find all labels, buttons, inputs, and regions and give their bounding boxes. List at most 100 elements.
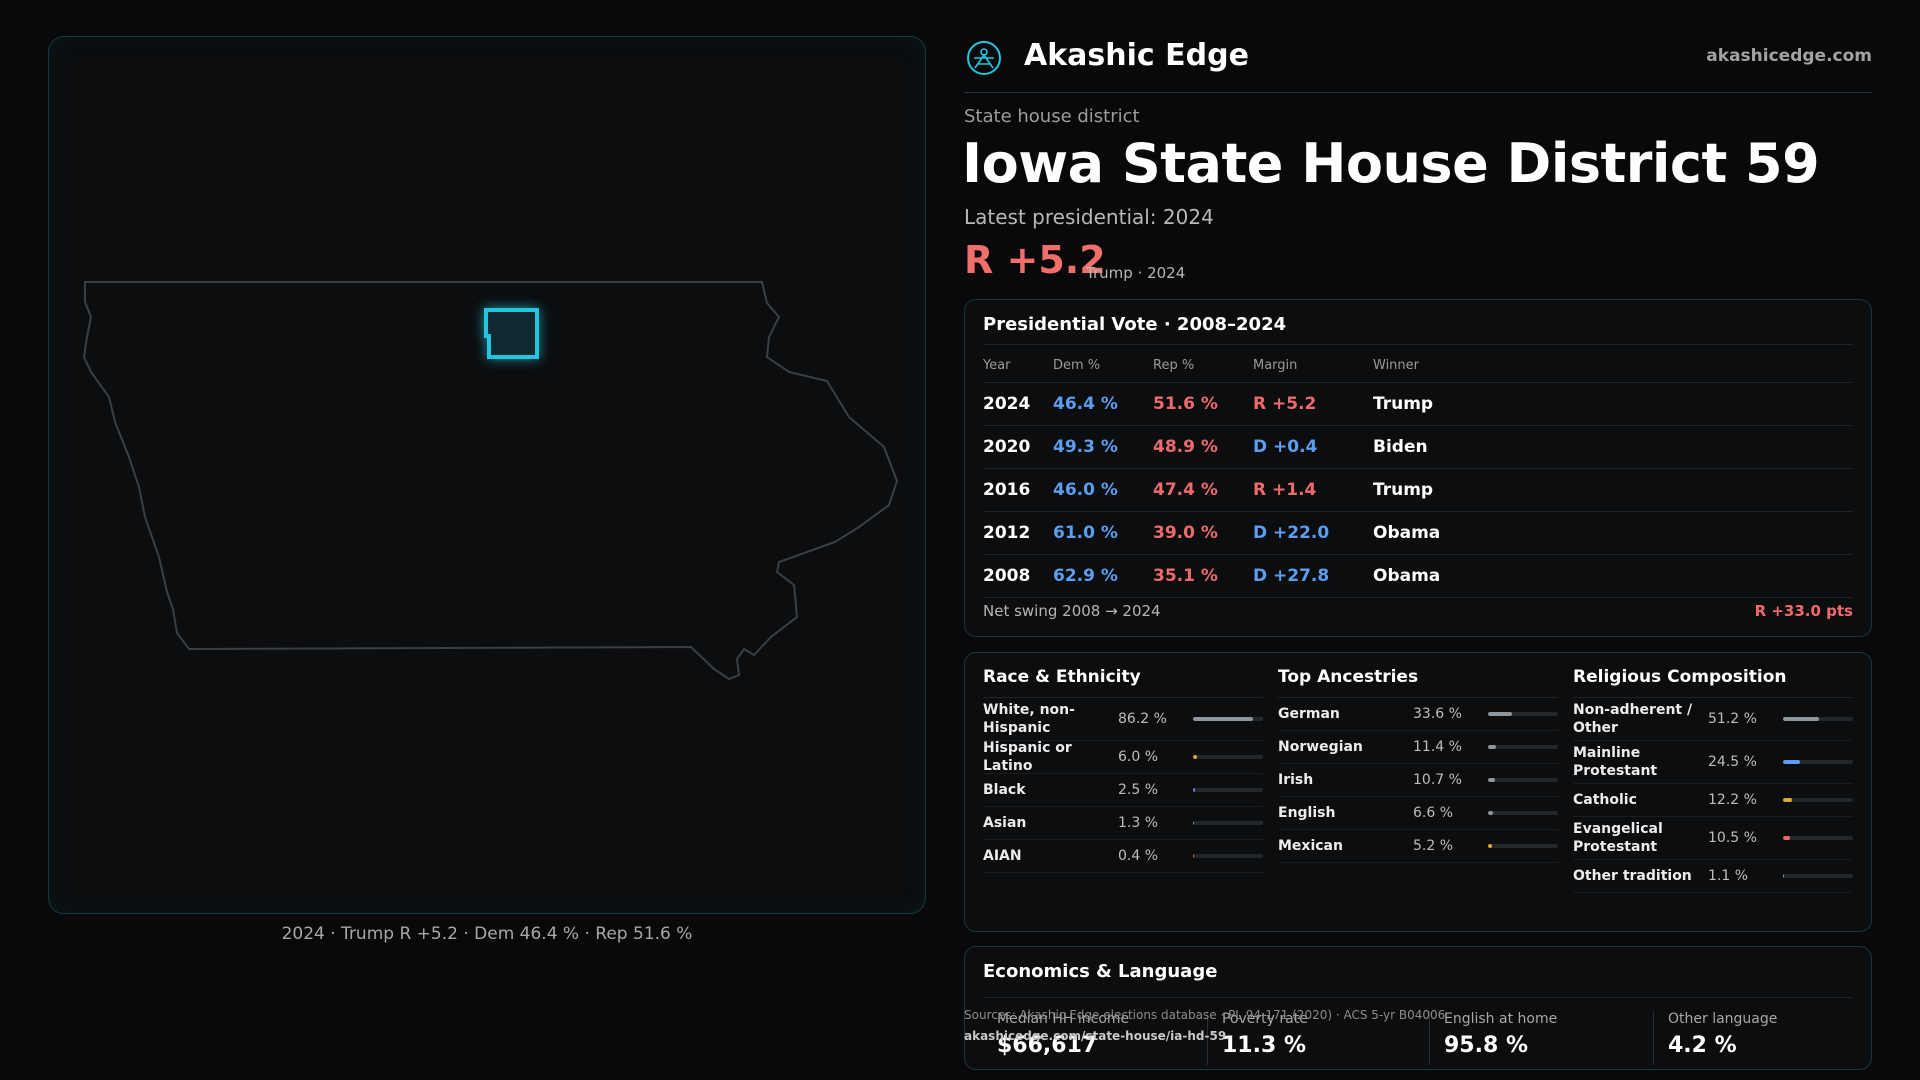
percent-bar: [1193, 717, 1263, 721]
percent-bar: [1488, 745, 1558, 749]
percent-bar: [1193, 755, 1263, 759]
cell-winner: Trump: [1373, 480, 1434, 500]
stat-poverty-rate: Poverty rate 11.3 %: [1207, 1011, 1432, 1065]
presidential-vote-table: Year Dem % Rep % Margin Winner 2024 46.4…: [983, 350, 1853, 598]
column-header-winner: Winner: [1373, 358, 1420, 373]
list-item: German 33.6 %: [1278, 698, 1558, 731]
cell-year: 2024: [983, 394, 1031, 414]
race-ethnicity-list: White, non-Hispanic 86.2 % Hispanic or Lat…: [983, 698, 1263, 873]
item-label: Other tradition: [1573, 868, 1692, 884]
item-value: 10.5 %: [1708, 830, 1757, 846]
latest-margin: R +5.2: [964, 238, 1106, 282]
item-value: 5.2 %: [1413, 838, 1454, 854]
column-header-margin: Margin: [1253, 358, 1298, 373]
percent-bar-fill: [1193, 821, 1195, 825]
cell-dem-pct: 46.4 %: [1053, 394, 1118, 414]
list-item: White, non-Hispanic 86.2 %: [983, 698, 1263, 741]
item-value: 86.2 %: [1118, 711, 1167, 727]
list-item: AIAN 0.4 %: [983, 840, 1263, 873]
list-item: Asian 1.3 %: [983, 807, 1263, 840]
brand-url-link[interactable]: akashicedge.com: [1706, 46, 1872, 66]
percent-bar: [1193, 854, 1263, 858]
item-value: 12.2 %: [1708, 792, 1757, 808]
percent-bar-fill: [1488, 745, 1496, 749]
percent-bar: [1783, 874, 1853, 878]
stat-label: English at home: [1444, 1011, 1558, 1027]
percent-bar: [1488, 712, 1558, 716]
cell-winner: Biden: [1373, 437, 1428, 457]
cell-rep-pct: 48.9 %: [1153, 437, 1218, 457]
iowa-outline: [82, 281, 899, 681]
cell-margin: R +1.4: [1253, 480, 1317, 500]
item-label: Irish: [1278, 772, 1314, 788]
stat-value: $66,617: [997, 1033, 1098, 1058]
percent-bar: [1783, 717, 1853, 721]
percent-bar: [1193, 821, 1263, 825]
cell-dem-pct: 49.3 %: [1053, 437, 1118, 457]
cell-dem-pct: 61.0 %: [1053, 523, 1118, 543]
percent-bar-fill: [1783, 717, 1819, 721]
percent-bar-fill: [1488, 712, 1512, 716]
brand-name[interactable]: Akashic Edge: [1024, 38, 1249, 73]
item-value: 33.6 %: [1413, 706, 1462, 722]
table-row: 2012 61.0 % 39.0 % D +22.0 Obama: [983, 512, 1853, 555]
religion-section: Religious Composition Non-adherent / Oth…: [1573, 667, 1853, 893]
stat-value: 4.2 %: [1668, 1033, 1737, 1058]
list-item: Mainline Protestant 24.5 %: [1573, 741, 1853, 784]
stat-label: Poverty rate: [1222, 1011, 1308, 1027]
economics-title: Economics & Language: [983, 961, 1218, 982]
percent-bar-fill: [1193, 788, 1195, 792]
sources-footer: Sources: Akashic Edge elections database…: [964, 1005, 1445, 1047]
item-value: 1.1 %: [1708, 868, 1749, 884]
stat-median-income: Median HH income $66,617: [997, 1011, 1207, 1058]
ancestries-list: German 33.6 % Norwegian 11.4 % Irish 10.7 % En…: [1278, 698, 1558, 863]
item-label: Mainline Protestant: [1573, 745, 1658, 779]
column-header-year: Year: [983, 358, 1011, 373]
map-caption: 2024 · Trump R +5.2 · Dem 46.4 % · Rep 5…: [281, 924, 693, 944]
presidential-vote-card: Presidential Vote · 2008–2024 Year Dem %…: [964, 299, 1872, 637]
divider: [1278, 697, 1558, 698]
app-header: Akashic Edge akashicedge.com: [964, 30, 1872, 93]
cell-year: 2020: [983, 437, 1031, 457]
item-label: Hispanic or Latino: [983, 740, 1072, 774]
item-value: 2.5 %: [1118, 782, 1159, 798]
divider: [983, 344, 1853, 345]
district-type-kicker: State house district: [964, 106, 1140, 127]
item-value: 24.5 %: [1708, 754, 1757, 770]
percent-bar: [1783, 836, 1853, 840]
item-value: 6.0 %: [1118, 749, 1159, 765]
percent-bar: [1193, 788, 1263, 792]
latest-margin-subtitle: Trump · 2024: [1086, 264, 1186, 282]
list-item: Mexican 5.2 %: [1278, 830, 1558, 863]
cell-margin: D +22.0: [1253, 523, 1330, 543]
item-value: 6.6 %: [1413, 805, 1454, 821]
ancestries-section: Top Ancestries German 33.6 % Norwegian 11.4…: [1278, 667, 1558, 863]
cell-margin: D +0.4: [1253, 437, 1318, 457]
race-ethnicity-title: Race & Ethnicity: [983, 667, 1141, 687]
akashic-edge-logo-icon[interactable]: [966, 40, 1002, 76]
presidential-vote-title: Presidential Vote · 2008–2024: [983, 314, 1287, 335]
percent-bar-fill: [1783, 874, 1785, 878]
column-header-rep: Rep %: [1153, 358, 1195, 373]
district-map[interactable]: [48, 36, 926, 914]
page-url-link[interactable]: akashicedge.com/state-house/ia-hd-59: [964, 1029, 1227, 1043]
list-item: Evangelical Protestant 10.5 %: [1573, 817, 1853, 860]
stat-value: 95.8 %: [1444, 1033, 1528, 1058]
cell-margin: R +5.2: [1253, 394, 1317, 414]
cell-winner: Trump: [1373, 394, 1434, 414]
cell-rep-pct: 39.0 %: [1153, 523, 1218, 543]
table-row: 2016 46.0 % 47.4 % R +1.4 Trump: [983, 469, 1853, 512]
divider: [1573, 697, 1853, 698]
cell-rep-pct: 35.1 %: [1153, 566, 1218, 586]
percent-bar-fill: [1783, 798, 1792, 802]
religion-title: Religious Composition: [1573, 667, 1787, 687]
iowa-map-svg: [82, 281, 899, 681]
item-label: Catholic: [1573, 792, 1637, 808]
district-59-shape[interactable]: [484, 308, 539, 359]
cell-rep-pct: 47.4 %: [1153, 480, 1218, 500]
item-label: German: [1278, 706, 1340, 722]
item-value: 11.4 %: [1413, 739, 1462, 755]
cell-winner: Obama: [1373, 566, 1441, 586]
item-value: 0.4 %: [1118, 848, 1159, 864]
demographics-card: Race & Ethnicity White, non-Hispanic 86.2…: [964, 652, 1872, 932]
